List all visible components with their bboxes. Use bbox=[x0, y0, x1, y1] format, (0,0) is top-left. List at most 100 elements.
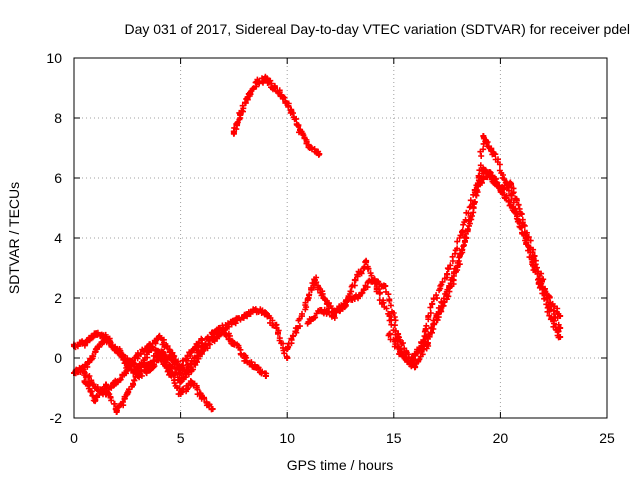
data-point bbox=[124, 391, 131, 397]
data-point bbox=[557, 334, 564, 340]
data-point bbox=[305, 295, 312, 301]
data-point bbox=[518, 211, 525, 217]
data-point bbox=[373, 286, 380, 292]
data-point bbox=[395, 331, 402, 337]
data-point bbox=[81, 340, 88, 346]
data-point bbox=[529, 259, 536, 265]
data-point bbox=[177, 391, 184, 397]
data-point bbox=[145, 349, 152, 355]
data-point bbox=[188, 349, 195, 355]
data-point bbox=[166, 370, 173, 376]
y-tick-label: 10 bbox=[46, 50, 62, 66]
data-point bbox=[113, 409, 120, 415]
data-point bbox=[363, 259, 370, 265]
data-points bbox=[70, 73, 564, 415]
data-point bbox=[220, 328, 227, 334]
data-point bbox=[463, 235, 470, 241]
data-point bbox=[369, 277, 376, 283]
data-point bbox=[177, 364, 184, 370]
data-point bbox=[486, 169, 493, 175]
data-point bbox=[145, 361, 152, 367]
x-tick-label: 15 bbox=[386, 430, 402, 446]
series-track-h bbox=[385, 169, 564, 371]
data-point bbox=[230, 130, 237, 136]
data-point bbox=[209, 406, 216, 412]
x-tick-label: 25 bbox=[599, 430, 615, 446]
y-tick-label: 2 bbox=[54, 290, 62, 306]
data-point bbox=[548, 316, 555, 322]
series-track-d bbox=[81, 332, 205, 415]
y-tick-label: 0 bbox=[54, 350, 62, 366]
data-point bbox=[81, 370, 88, 376]
data-point bbox=[459, 229, 466, 235]
data-point bbox=[437, 307, 444, 313]
data-point bbox=[557, 325, 564, 331]
data-point bbox=[508, 181, 515, 187]
data-point bbox=[271, 85, 278, 91]
data-point bbox=[273, 325, 280, 331]
data-point bbox=[92, 349, 99, 355]
data-point bbox=[92, 331, 99, 337]
data-point bbox=[444, 271, 451, 277]
data-point bbox=[102, 382, 109, 388]
data-point bbox=[352, 277, 359, 283]
data-point bbox=[102, 337, 109, 343]
data-point bbox=[412, 364, 419, 370]
y-tick-label: 6 bbox=[54, 170, 62, 186]
data-point bbox=[424, 340, 431, 346]
y-tick-label: 4 bbox=[54, 230, 62, 246]
data-point bbox=[497, 187, 504, 193]
x-tick-label: 0 bbox=[70, 430, 78, 446]
data-point bbox=[245, 91, 252, 97]
series-track-c bbox=[81, 341, 216, 413]
data-point bbox=[429, 301, 436, 307]
data-point bbox=[188, 379, 195, 385]
data-point bbox=[480, 166, 487, 172]
data-point bbox=[262, 310, 269, 316]
data-point bbox=[480, 133, 487, 139]
data-point bbox=[252, 364, 259, 370]
x-axis-label: GPS time / hours bbox=[287, 457, 394, 473]
data-point bbox=[145, 367, 152, 373]
data-point bbox=[399, 352, 406, 358]
data-point bbox=[305, 142, 312, 148]
x-tick-label: 20 bbox=[493, 430, 509, 446]
data-point bbox=[386, 313, 393, 319]
data-point bbox=[254, 79, 261, 85]
series-track-f bbox=[284, 166, 564, 370]
data-point bbox=[198, 349, 205, 355]
y-tick-label: 8 bbox=[54, 110, 62, 126]
data-point bbox=[382, 283, 389, 289]
ticks: 0 5 10 15 20 25 -2 0 2 4 6 8 10 bbox=[46, 50, 615, 446]
data-point bbox=[156, 349, 163, 355]
data-point bbox=[198, 394, 205, 400]
data-point bbox=[544, 295, 551, 301]
data-point bbox=[491, 151, 498, 157]
data-point bbox=[230, 319, 237, 325]
data-point bbox=[198, 337, 205, 343]
data-point bbox=[331, 313, 338, 319]
data-point bbox=[188, 367, 195, 373]
data-point bbox=[343, 298, 350, 304]
data-point bbox=[237, 112, 244, 118]
plot-frame bbox=[73, 57, 608, 419]
y-axis-label: SDTVAR / TECUs bbox=[6, 182, 22, 294]
chart-title: Day 031 of 2017, Sidereal Day-to-day VTE… bbox=[124, 21, 630, 37]
data-point bbox=[320, 295, 327, 301]
data-point bbox=[124, 367, 131, 373]
data-point bbox=[316, 151, 323, 157]
data-point bbox=[177, 379, 184, 385]
data-point bbox=[450, 277, 457, 283]
series-track-e bbox=[230, 73, 323, 158]
data-point bbox=[81, 379, 88, 385]
data-point bbox=[311, 277, 318, 283]
x-tick-label: 5 bbox=[177, 430, 185, 446]
data-point bbox=[288, 109, 295, 115]
data-point bbox=[241, 355, 248, 361]
data-point bbox=[318, 307, 325, 313]
data-point bbox=[134, 370, 141, 376]
data-point bbox=[113, 346, 120, 352]
data-point bbox=[356, 292, 363, 298]
data-point bbox=[296, 127, 303, 133]
